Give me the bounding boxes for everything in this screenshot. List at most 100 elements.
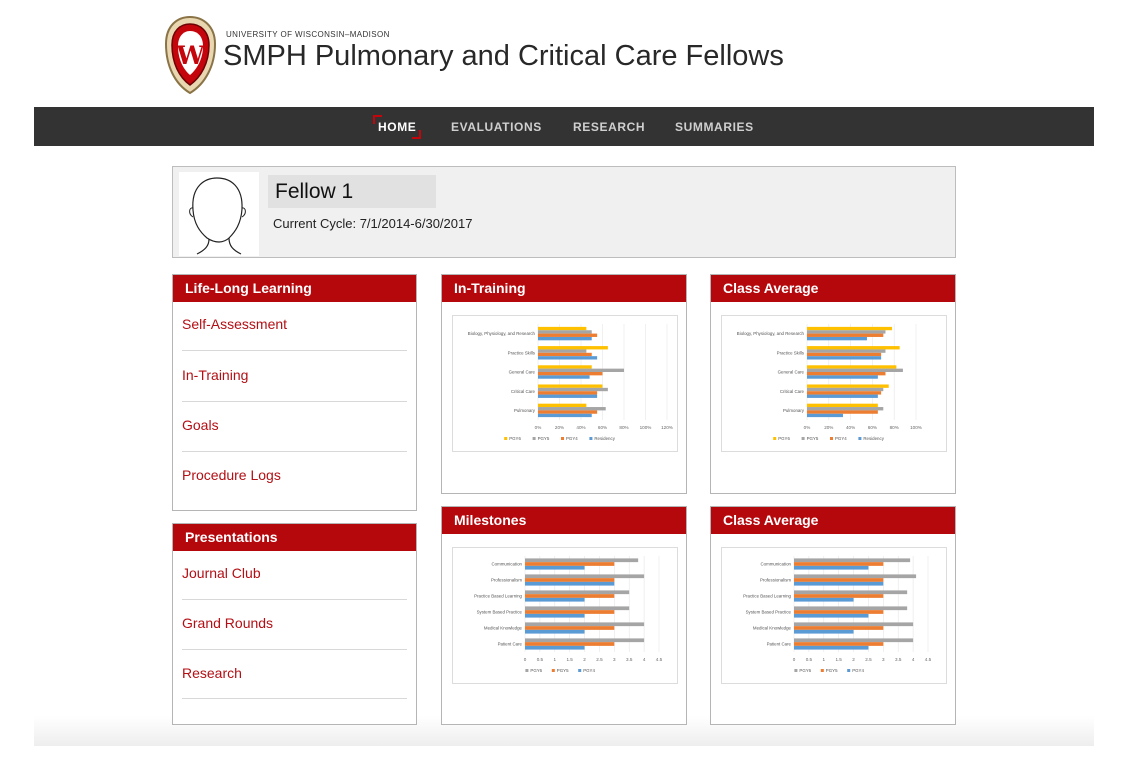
category-label: Professionalism [760,578,791,583]
x-tick-label: 20% [824,425,833,430]
x-tick-label: 4 [912,657,915,662]
category-label: System Based Practice [746,610,792,615]
bar [807,384,889,388]
bar [525,562,615,566]
bar [807,346,900,350]
in-training-panel: In-Training 0% 20% 40% 60% 80% 100% 120% Biolog… [441,274,687,494]
link-grand-rounds[interactable]: Grand Rounds [182,615,274,631]
nav-evaluations[interactable]: EVALUATIONS [451,120,542,134]
x-tick-label: 100% [640,425,652,430]
bar [538,349,587,353]
bar [807,368,903,372]
x-tick-label: 4 [643,657,646,662]
bar [525,565,585,570]
category-label: Professionalism [491,578,522,583]
bar [807,365,897,369]
legend-swatch [794,669,798,672]
x-tick-label: 2 [583,657,586,662]
bar [525,590,630,595]
divider [182,649,407,650]
x-tick-label: 1.5 [566,657,573,662]
x-tick-label: 4.5 [656,657,663,662]
x-tick-label: 0% [535,425,542,430]
bar [538,365,592,369]
panel-title: Class Average [711,275,955,302]
bar [525,622,645,627]
site-title[interactable]: SMPH Pulmonary and Critical Care Fellows [223,40,784,72]
category-label: General Care [509,370,536,375]
category-label: Communication [760,562,791,567]
bar [794,638,914,643]
panel-title: Presentations [173,524,416,551]
category-label: Communication [491,562,522,567]
bar [794,629,854,634]
bar [538,410,598,414]
legend-swatch [578,669,582,672]
active-bracket-top [373,115,382,124]
bar [807,372,886,376]
class-average-milestones-chart-svg: 0 0.5 1 1.5 2 2.5 3 3.5 4 4.5 Communication Profess… [743,556,932,673]
bar [794,562,884,566]
bar [538,352,592,357]
bar [538,368,624,372]
link-procedure-logs[interactable]: Procedure Logs [182,467,281,483]
bar [525,642,615,646]
link-self-assessment[interactable]: Self-Assessment [182,316,288,332]
nav-summaries[interactable]: SUMMARIES [675,120,754,134]
nav-research[interactable]: RESEARCH [573,120,646,134]
bar [538,330,592,334]
milestones-chart[interactable]: 0 0.5 1 1.5 2 2.5 3 3.5 4 4.5 Communication Profess… [452,547,678,684]
legend-swatch [830,437,833,440]
nav-home[interactable]: HOME [373,115,422,139]
x-tick-label: 3.5 [626,657,633,662]
bar [807,330,886,334]
bar [794,590,908,595]
bar [807,352,882,357]
bar [525,606,630,611]
legend-label: PGY5 [538,436,550,441]
x-tick-label: 1.5 [835,657,842,662]
legend-label: PGY6 [799,668,811,673]
link-in-training[interactable]: In-Training [182,367,249,383]
x-tick-label: 1 [553,657,556,662]
link-journal-club[interactable]: Journal Club [182,565,261,581]
category-label: Medical Knowledge [484,626,523,631]
category-label: Pulmonary [783,408,805,413]
legend-label: PGY4 [566,436,578,441]
bar [794,594,884,598]
link-goals[interactable]: Goals [182,417,219,433]
class-average-exam-chart[interactable]: 0% 20% 40% 60% 80% 100% Biology, Physiology, a… [721,315,947,452]
x-tick-label: 0.5 [537,657,544,662]
bar [538,356,598,360]
divider [182,350,407,351]
divider [182,698,407,699]
legend-label: Residency [863,436,884,441]
legend-label: PGY5 [807,436,819,441]
bar [794,613,869,618]
uw-crest-logo[interactable]: W [163,14,218,96]
legend-swatch [589,437,593,440]
legend-label: PGY5 [826,668,838,673]
x-tick-label: 80% [890,425,899,430]
legend-swatch [532,437,536,440]
bar [807,349,886,353]
milestones-chart-svg: 0 0.5 1 1.5 2 2.5 3 3.5 4 4.5 Communication Profess… [474,556,663,673]
bar [794,581,884,586]
class-average-milestones-panel: Class Average 0 0.5 1 1.5 2 2.5 3 3.5 4 4.5 Commun… [710,506,956,725]
bar [794,565,869,570]
legend-swatch [847,669,851,672]
bar [794,574,917,579]
legend-label: PGY4 [583,668,595,673]
divider [182,401,407,402]
in-training-chart[interactable]: 0% 20% 40% 60% 80% 100% 120% Biology, Physiolog… [452,315,678,452]
legend-label: PGY6 [530,668,542,673]
class-average-exam-chart-svg: 0% 20% 40% 60% 80% 100% Biology, Physiology, a… [737,324,922,441]
bar [807,336,867,341]
bar [538,372,603,376]
category-label: Biology, Physiology, and Research [468,331,536,336]
link-research[interactable]: Research [182,665,242,681]
main-navigation: HOME EVALUATIONS RESEARCH SUMMARIES [34,107,1094,146]
university-name: UNIVERSITY OF WISCONSIN–MADISON [226,30,390,39]
class-average-milestones-chart[interactable]: 0 0.5 1 1.5 2 2.5 3 3.5 4 4.5 Communication Profess… [721,547,947,684]
panel-title: In-Training [442,275,686,302]
